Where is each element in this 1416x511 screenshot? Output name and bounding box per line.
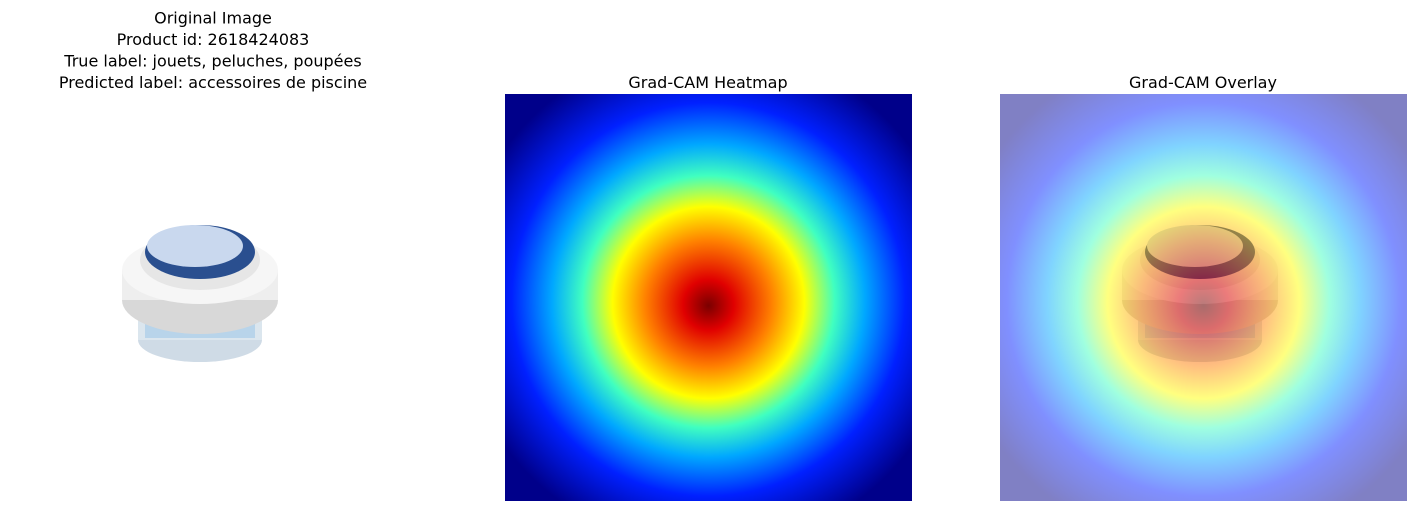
- overlay-heatmap: [1000, 94, 1407, 501]
- panel-overlay: [1000, 94, 1407, 501]
- panel-original: [10, 94, 417, 501]
- panel-title: True label: jouets, peluches, poupées: [63, 52, 361, 71]
- heatmap-image: [505, 94, 912, 501]
- panel-title: Grad-CAM Heatmap: [628, 73, 787, 92]
- panel-title: Grad-CAM Overlay: [1129, 73, 1277, 92]
- titles: Original Image Product id: 2618424083 True…: [59, 9, 1277, 93]
- panel-title: Predicted label: accessoires de piscine: [59, 73, 367, 92]
- panel-title: Product id: 2618424083: [117, 30, 310, 49]
- panel-heatmap: [505, 94, 912, 501]
- panel-title: Original Image: [154, 9, 272, 28]
